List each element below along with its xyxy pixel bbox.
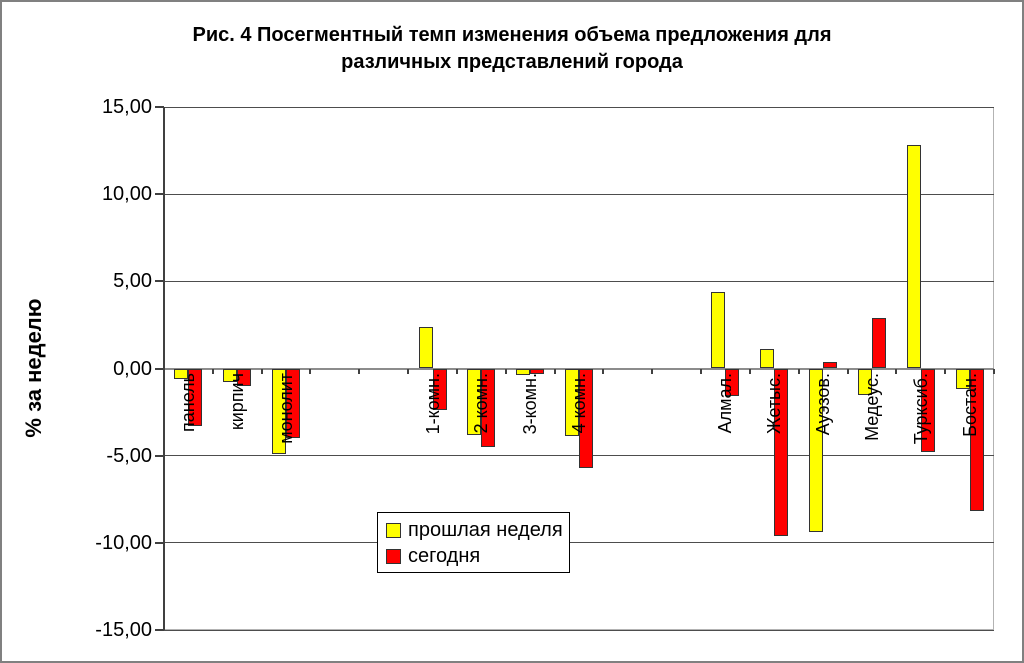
gridline — [164, 106, 994, 108]
y-tick-label: 0,00 — [113, 357, 152, 380]
bar-prev-week-Ауэзов. — [809, 368, 824, 533]
category-label-4 комн.: 4 комн. — [569, 373, 589, 434]
bar-prev-week-3-комн. — [516, 368, 531, 376]
y-tick-label: 5,00 — [113, 270, 152, 293]
y-axis-tick — [155, 541, 164, 544]
bar-prev-week-Медеус. — [857, 368, 872, 395]
bar-prev-week-Бостан. — [955, 368, 970, 390]
bar-today-Медеус. — [871, 317, 886, 369]
legend-label-today: сегодня — [408, 544, 481, 567]
bar-today-монолит — [286, 368, 301, 439]
legend-label-prev-week: прошлая неделя — [408, 518, 563, 541]
category-label-панель: панель — [178, 373, 199, 432]
y-tick-label: -5,00 — [106, 444, 152, 467]
category-label-Турксиб.: Турксиб. — [910, 373, 931, 445]
x-axis-tick — [455, 368, 458, 374]
legend: прошлая неделя сегодня — [377, 512, 570, 573]
x-axis-tick — [651, 368, 654, 374]
category-label-3-комн.: 3-комн. — [520, 373, 541, 435]
y-tick-label: -15,00 — [95, 619, 152, 641]
x-axis-tick — [211, 368, 214, 374]
category-label-1-комн.: 1-комн. — [422, 373, 443, 435]
chart-title-line2: различных представлений города — [341, 51, 683, 73]
chart-title: Рис. 4 Посегментный темп изменения объем… — [2, 22, 1022, 76]
bar-prev-week-панель — [174, 368, 189, 379]
bar-today-Жетыс. — [774, 368, 789, 536]
y-tick-label: 15,00 — [101, 96, 152, 118]
bar-prev-week-кирпич — [223, 368, 238, 383]
x-axis-tick — [748, 368, 751, 374]
legend-swatch-today-icon — [386, 548, 401, 564]
y-tick-label: -10,00 — [95, 531, 152, 554]
x-axis-tick — [602, 368, 605, 374]
chart-title-line1: Рис. 4 Посегментный темп изменения объем… — [192, 24, 832, 46]
y-axis-line — [163, 107, 165, 630]
x-axis-tick — [700, 368, 703, 374]
category-label-Алмал.: Алмал. — [715, 373, 736, 434]
bar-prev-week-2 комн. — [467, 368, 482, 435]
y-axis-tick — [155, 106, 164, 108]
x-axis-tick — [407, 368, 410, 374]
bar-today-1-комн. — [432, 368, 447, 411]
x-axis-tick — [846, 368, 849, 374]
x-axis-tick — [944, 368, 947, 374]
x-axis-tick — [260, 368, 263, 374]
y-axis-tick — [155, 193, 164, 196]
y-axis-tick — [155, 629, 164, 631]
x-axis-tick — [993, 368, 995, 374]
bar-today-панель — [188, 368, 203, 427]
x-axis-tick — [797, 368, 800, 374]
gridline — [164, 193, 994, 195]
category-label-Бостан.: Бостан. — [959, 373, 980, 437]
bar-today-Турксиб. — [920, 368, 935, 453]
legend-item-today: сегодня — [386, 543, 569, 569]
gridline — [164, 542, 994, 544]
category-label-Медеус.: Медеус. — [861, 373, 882, 441]
bar-today-Ауэзов. — [823, 361, 838, 369]
x-axis-tick — [553, 368, 556, 374]
bar-prev-week-Турксиб. — [906, 145, 921, 369]
legend-swatch-prev-week-icon — [386, 522, 401, 538]
gridline — [164, 280, 994, 282]
legend-item-prev-week: прошлая неделя — [386, 517, 569, 543]
y-axis-tick — [155, 280, 164, 283]
bar-prev-week-Жетыс. — [760, 349, 775, 369]
bar-today-кирпич — [237, 368, 252, 386]
gridline — [164, 629, 994, 631]
category-label-монолит: монолит — [276, 373, 297, 444]
bar-today-2 комн. — [481, 368, 496, 447]
x-axis-tick — [358, 368, 361, 374]
bar-prev-week-1-комн. — [418, 326, 433, 369]
category-label-Жетыс.: Жетыс. — [764, 373, 785, 434]
category-label-кирпич: кирпич — [227, 373, 248, 431]
y-tick-label: 10,00 — [101, 183, 152, 206]
x-axis-tick — [895, 368, 898, 374]
bar-prev-week-Алмал. — [711, 291, 726, 369]
bar-prev-week-монолит — [272, 368, 287, 454]
x-axis-tick — [309, 368, 312, 374]
y-axis-tick — [155, 367, 164, 370]
bar-today-4 комн. — [579, 368, 593, 468]
y-axis-tick — [155, 454, 164, 457]
x-axis-tick — [504, 368, 507, 374]
bar-prev-week-4 комн. — [565, 368, 579, 437]
bar-today-Бостан. — [969, 368, 984, 512]
bar-today-Алмал. — [725, 368, 740, 397]
bar-today-3-комн. — [530, 368, 545, 374]
category-label-Ауэзов.: Ауэзов. — [813, 373, 834, 436]
category-label-2 комн.: 2 комн. — [471, 373, 492, 434]
